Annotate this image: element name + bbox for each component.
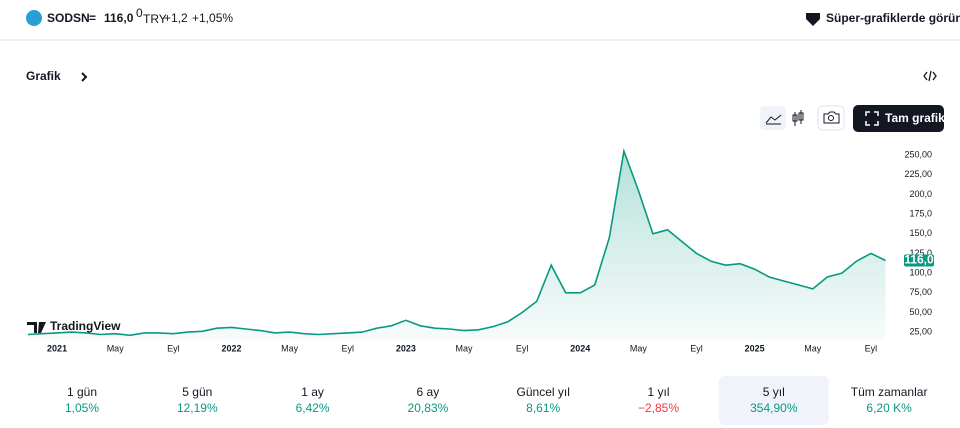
camera-icon (823, 111, 840, 124)
period-value: 354,90% (750, 401, 798, 415)
separator: = (89, 11, 96, 25)
y-tick-label: 75,00 (909, 287, 932, 297)
y-tick-label: 250,00 (904, 149, 932, 159)
x-tick-label: May (630, 343, 648, 353)
area-icon (765, 114, 782, 125)
x-tick-label: Eyl (690, 343, 703, 353)
currency: TRY (143, 12, 167, 26)
x-tick-label: 2023 (396, 343, 416, 353)
change-pct: +1,05% (192, 11, 233, 25)
y-tick-label: 25,00 (909, 327, 932, 337)
area-fill (28, 151, 886, 340)
period-label[interactable]: 1 ay (301, 385, 324, 399)
x-tick-label: Eyl (865, 343, 878, 353)
super-icon (806, 13, 820, 26)
period-value: 6,42% (296, 401, 330, 415)
y-tick-label: 200,0 (909, 189, 932, 199)
fullscreen-icon (865, 111, 879, 126)
price: 116,0 (104, 11, 134, 25)
x-tick-label: May (455, 343, 473, 353)
section-title[interactable]: Grafik (26, 69, 61, 83)
period-label[interactable]: 6 ay (417, 385, 440, 399)
camera-lens (828, 115, 834, 121)
x-tick-label: May (107, 343, 125, 353)
y-tick-label: 175,0 (909, 208, 932, 218)
x-tick-label: Eyl (516, 343, 529, 353)
price-fraction: 0 (136, 6, 143, 20)
y-tick-label: 50,00 (909, 307, 932, 317)
period-label[interactable]: 1 gün (67, 385, 97, 399)
symbol-logo (26, 10, 42, 26)
x-tick-label: Eyl (341, 343, 354, 353)
y-tick-label: 100,0 (909, 267, 932, 277)
period-label[interactable]: 5 gün (182, 385, 212, 399)
x-tick-label: May (281, 343, 299, 353)
watermark-logo (27, 322, 46, 333)
price-line (27, 147, 886, 337)
super-charts-link[interactable]: Süper-grafiklerde görün (826, 11, 960, 25)
candle-toggle[interactable] (792, 110, 804, 126)
change: +1,2 (164, 11, 188, 25)
x-tick-label: 2025 (745, 343, 765, 353)
period-label[interactable]: 5 yıl (763, 385, 785, 399)
period-selected-bg (718, 376, 829, 425)
embed-icon[interactable] (923, 70, 937, 82)
last-price-tag (904, 254, 934, 267)
period-label[interactable]: 1 yıl (647, 385, 669, 399)
snapshot-button[interactable] (817, 105, 845, 131)
full-chart-label: Tam grafik (885, 111, 945, 125)
x-tick-label: 2021 (47, 343, 67, 353)
x-tick-label: May (804, 343, 822, 353)
period-value: 1,05% (65, 401, 99, 415)
period-value: 12,19% (177, 401, 218, 415)
chevron (81, 72, 88, 82)
last-price-label: 116,0 (904, 253, 934, 267)
watermark: TradingView (50, 319, 121, 333)
period-value: 6,20 K% (866, 401, 912, 415)
period-value: 8,61% (526, 401, 560, 415)
symbol: SODSN (47, 11, 90, 25)
x-tick-label: 2022 (221, 343, 241, 353)
period-label[interactable]: Güncel yıl (517, 385, 570, 399)
x-tick-label: 2024 (570, 343, 590, 353)
y-tick-label: 225,00 (904, 169, 932, 179)
period-label[interactable]: Tüm zamanlar (851, 385, 928, 399)
y-tick-label: 150,0 (909, 228, 932, 238)
x-tick-label: Eyl (167, 343, 180, 353)
period-value: −2,85% (638, 401, 679, 415)
y-tick-label: 125,0 (909, 248, 932, 258)
period-value: 20,83% (408, 401, 449, 415)
